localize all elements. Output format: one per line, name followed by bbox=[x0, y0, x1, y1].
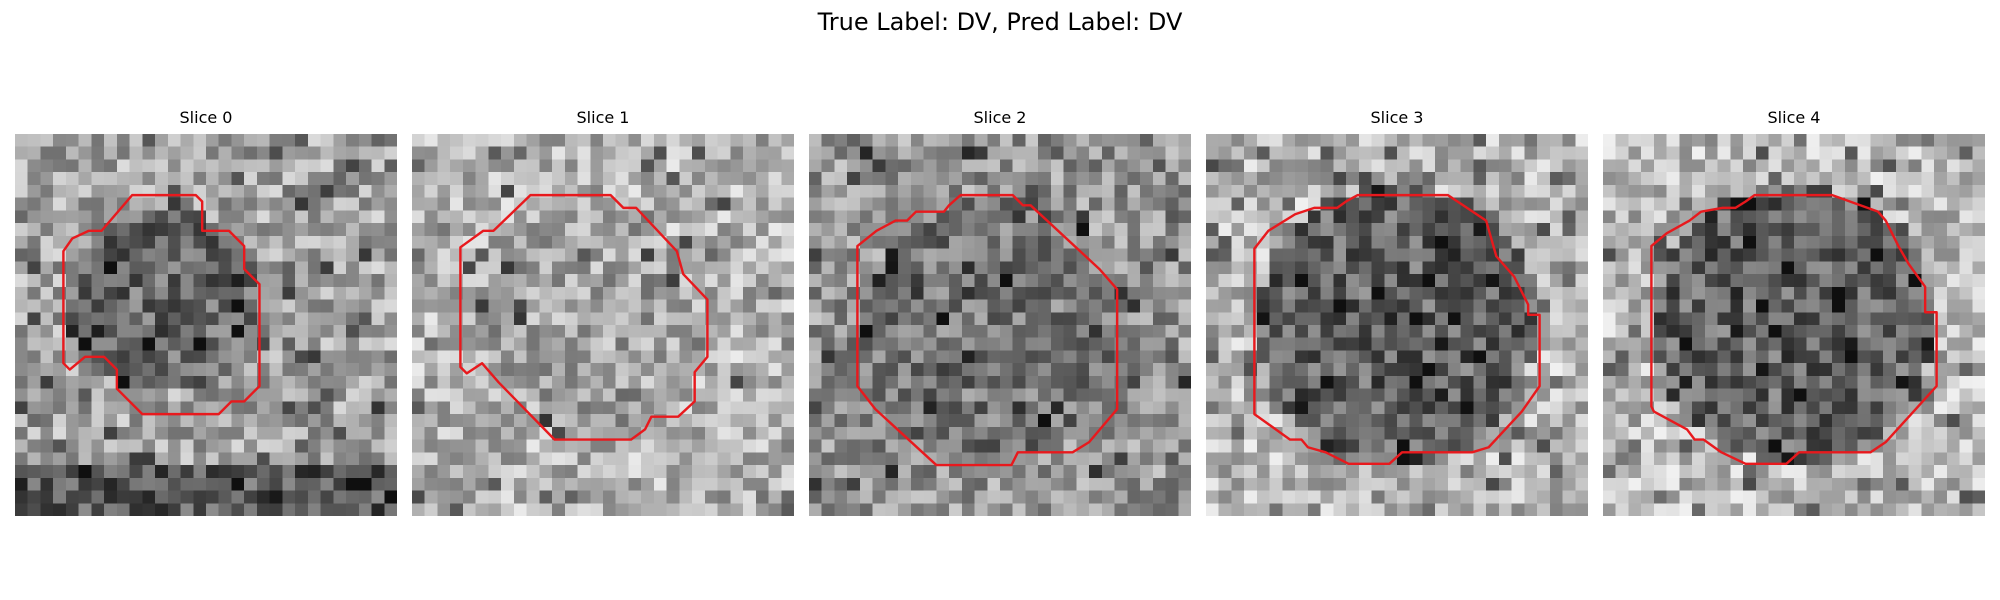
figure-title: True Label: DV, Pred Label: DV bbox=[817, 8, 1183, 36]
slice-panel-4: Slice 4 bbox=[1603, 108, 1985, 516]
slice-panel-0: Slice 0 bbox=[15, 108, 397, 516]
pixel-grid bbox=[1603, 134, 1985, 516]
slice-image-1 bbox=[412, 134, 794, 516]
slice-title: Slice 1 bbox=[576, 108, 630, 127]
segmentation-contour bbox=[62, 193, 261, 416]
slice-panel-2: Slice 2 bbox=[809, 108, 1191, 516]
pixel-grid bbox=[809, 134, 1191, 516]
slice-title: Slice 0 bbox=[179, 108, 233, 127]
pixel-grid bbox=[1206, 134, 1588, 516]
slice-title: Slice 4 bbox=[1767, 108, 1821, 127]
segmentation-contour bbox=[1650, 193, 1938, 466]
segmentation-contour bbox=[1253, 193, 1541, 466]
slice-title: Slice 2 bbox=[973, 108, 1027, 127]
slice-image-3 bbox=[1206, 134, 1588, 516]
segmentation-contour bbox=[856, 193, 1119, 467]
slice-image-0 bbox=[15, 134, 397, 516]
segmentation-contour bbox=[459, 193, 709, 441]
pixel-grid bbox=[15, 134, 397, 516]
slice-image-2 bbox=[809, 134, 1191, 516]
slice-image-4 bbox=[1603, 134, 1985, 516]
slice-panel-1: Slice 1 bbox=[412, 108, 794, 516]
slice-title: Slice 3 bbox=[1370, 108, 1424, 127]
slice-panel-3: Slice 3 bbox=[1206, 108, 1588, 516]
pixel-grid bbox=[412, 134, 794, 516]
